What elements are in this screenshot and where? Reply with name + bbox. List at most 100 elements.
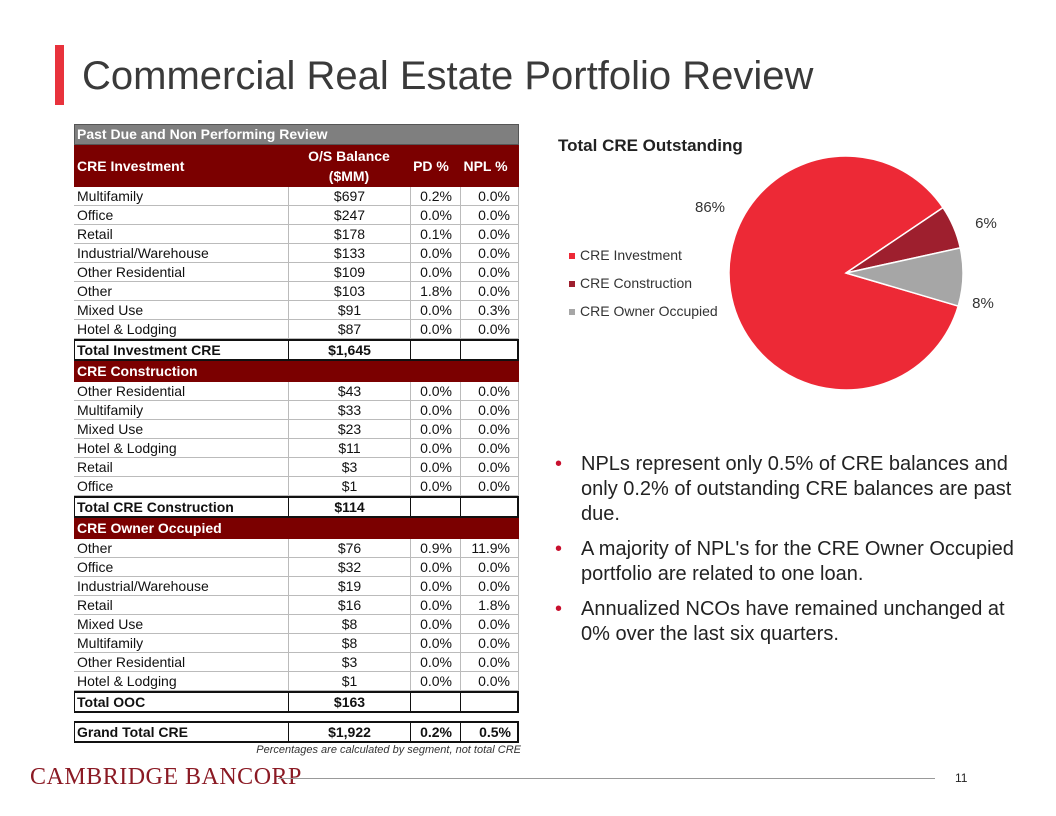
table-cell: Office — [74, 206, 288, 225]
table-cell: 0.0% — [410, 206, 460, 225]
table-cell: Hotel & Lodging — [74, 320, 288, 339]
slide-title: Commercial Real Estate Portfolio Review — [82, 54, 814, 98]
table-cell: 0.0% — [460, 672, 519, 691]
accent-bar — [55, 45, 64, 105]
column-header: O/S Balance ($MM) — [308, 148, 390, 184]
table-cell: 0.0% — [410, 477, 460, 496]
total-cell: 0.5% — [460, 721, 519, 743]
pie-slice — [728, 155, 960, 391]
table-cell: 0.0% — [410, 382, 460, 401]
table-title-bg — [74, 124, 519, 145]
data-label: 8% — [972, 295, 994, 312]
table-cell: Office — [74, 477, 288, 496]
table-cell: Mixed Use — [74, 301, 288, 320]
table-cell: 0.3% — [460, 301, 519, 320]
table-cell-divider — [460, 496, 461, 518]
data-label: 86% — [695, 199, 725, 216]
table-cell: 0.0% — [460, 225, 519, 244]
table-cell: $8 — [288, 634, 410, 653]
table-cell: Multifamily — [74, 187, 288, 206]
table-cell: $133 — [288, 244, 410, 263]
table-cell: Other — [74, 282, 288, 301]
table-cell: $247 — [288, 206, 410, 225]
table-cell: $3 — [288, 458, 410, 477]
table-cell-divider — [410, 339, 411, 361]
table-cell: 0.0% — [410, 458, 460, 477]
table-cell: Other Residential — [74, 653, 288, 672]
column-header: NPL % — [463, 158, 508, 174]
table-cell: $3 — [288, 653, 410, 672]
table-cell: 0.0% — [410, 577, 460, 596]
table-cell-divider — [410, 496, 411, 518]
table-cell: 0.0% — [460, 206, 519, 225]
logo: CAMBRIDGE BANCORP — [30, 764, 302, 790]
table-title: Past Due and Non Performing Review — [77, 126, 328, 142]
table-cell: Office — [74, 558, 288, 577]
legend-swatch — [569, 309, 575, 315]
table-cell: Mixed Use — [74, 420, 288, 439]
table-cell: 0.0% — [410, 244, 460, 263]
pie-slice — [845, 246, 964, 307]
table-cell: 0.0% — [460, 558, 519, 577]
table-cell: Mixed Use — [74, 615, 288, 634]
table-cell: $11 — [288, 439, 410, 458]
table-cell: $16 — [288, 596, 410, 615]
table-cell: Industrial/Warehouse — [74, 577, 288, 596]
table-cell: $697 — [288, 187, 410, 206]
table-cell: 0.0% — [460, 653, 519, 672]
table-cell: $43 — [288, 382, 410, 401]
table-cell: 0.0% — [460, 634, 519, 653]
table-cell: Retail — [74, 225, 288, 244]
table-cell: 0.0% — [410, 301, 460, 320]
table-cell: 0.0% — [410, 596, 460, 615]
table-cell: $76 — [288, 539, 410, 558]
table-cell: Retail — [74, 458, 288, 477]
total-row-bg — [74, 496, 519, 518]
table-cell: 0.1% — [410, 225, 460, 244]
section-heading-bg — [74, 518, 519, 539]
table-cell: 0.0% — [460, 244, 519, 263]
column-header: CRE Investment — [77, 158, 185, 174]
table-cell: 0.0% — [460, 439, 519, 458]
table-cell: Other Residential — [74, 382, 288, 401]
table-cell: 0.0% — [460, 420, 519, 439]
total-cell: $1,922 — [288, 721, 410, 743]
table-cell: Retail — [74, 596, 288, 615]
table-cell: 0.9% — [410, 539, 460, 558]
table-cell: 0.0% — [460, 382, 519, 401]
bullet-list: NPLs represent only 0.5% of CRE balances… — [553, 452, 1033, 657]
chart-title: Total CRE Outstanding — [558, 136, 743, 155]
table-cell: 1.8% — [410, 282, 460, 301]
total-cell: 0.2% — [410, 721, 460, 743]
table-cell: Hotel & Lodging — [74, 672, 288, 691]
table-cell: 0.0% — [410, 653, 460, 672]
total-cell: Total Investment CRE — [77, 342, 221, 358]
legend-label: CRE Investment — [580, 247, 682, 263]
table-cell: $19 — [288, 577, 410, 596]
table-cell: $32 — [288, 558, 410, 577]
column-header: PD % — [413, 158, 449, 174]
section-heading-bg — [74, 361, 519, 382]
page-number: 11 — [955, 771, 968, 785]
legend-swatch — [569, 253, 575, 259]
table-cell: $1 — [288, 672, 410, 691]
legend-label: CRE Construction — [580, 275, 692, 291]
table-cell: $178 — [288, 225, 410, 244]
table-cell: 0.2% — [410, 187, 460, 206]
legend-label: CRE Owner Occupied — [580, 303, 718, 319]
table-cell: 0.0% — [460, 477, 519, 496]
table-cell: 0.0% — [460, 615, 519, 634]
table-cell: 0.0% — [410, 439, 460, 458]
table-cell: 0.0% — [410, 558, 460, 577]
total-cell: $163 — [288, 691, 410, 713]
total-cell: $1,645 — [288, 339, 410, 361]
table-cell: 0.0% — [460, 401, 519, 420]
table-cell: $109 — [288, 263, 410, 282]
table-cell: 0.0% — [410, 263, 460, 282]
header-bg — [74, 145, 519, 187]
table-cell: 0.0% — [460, 320, 519, 339]
total-cell: Grand Total CRE — [77, 724, 188, 740]
table-cell: 0.0% — [460, 187, 519, 206]
table-cell: 0.0% — [410, 320, 460, 339]
